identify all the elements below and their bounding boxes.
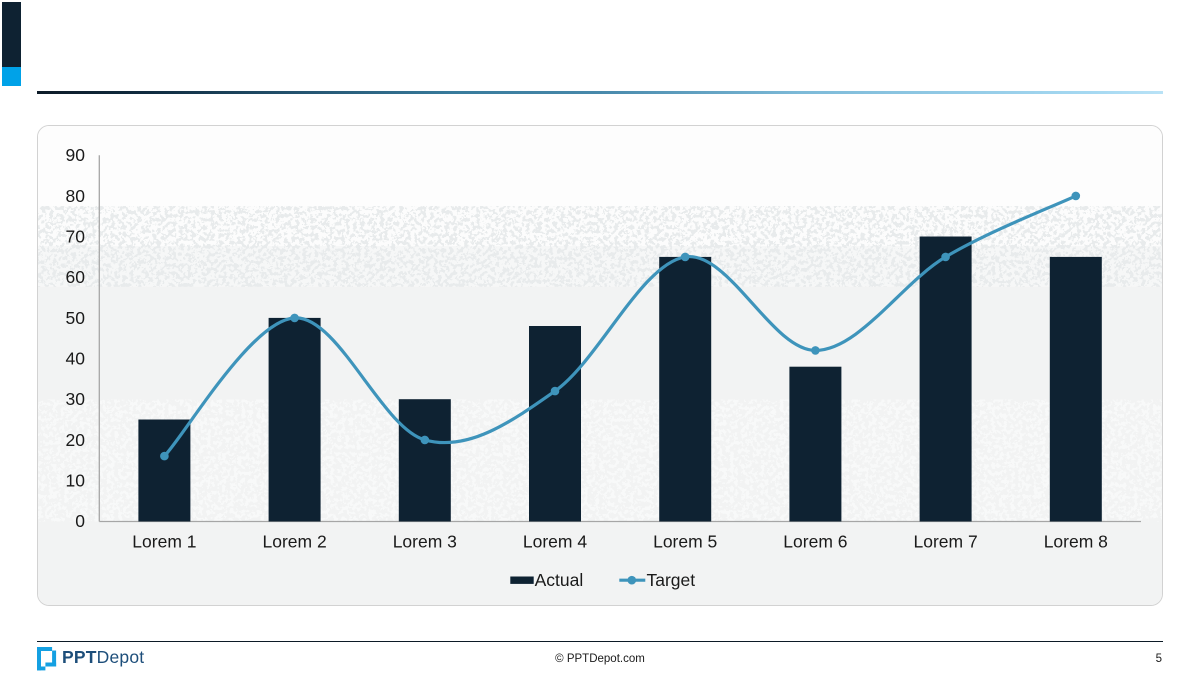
svg-text:70: 70: [66, 226, 86, 246]
svg-text:60: 60: [66, 267, 86, 287]
svg-text:80: 80: [66, 185, 86, 205]
svg-text:40: 40: [66, 348, 86, 368]
svg-text:90: 90: [66, 145, 86, 165]
svg-text:0: 0: [75, 511, 85, 531]
svg-text:10: 10: [66, 470, 86, 490]
svg-text:50: 50: [66, 307, 86, 327]
svg-text:Lorem 2: Lorem 2: [262, 531, 326, 551]
svg-text:30: 30: [66, 389, 86, 409]
svg-text:Actual: Actual: [535, 570, 584, 590]
svg-text:Lorem 4: Lorem 4: [523, 531, 587, 551]
svg-text:Lorem 6: Lorem 6: [783, 531, 847, 551]
svg-text:Lorem 8: Lorem 8: [1044, 531, 1108, 551]
svg-text:Lorem 1: Lorem 1: [132, 531, 196, 551]
svg-text:20: 20: [66, 429, 86, 449]
svg-text:Target: Target: [647, 570, 696, 590]
svg-text:Lorem 3: Lorem 3: [393, 531, 457, 551]
svg-text:Lorem 5: Lorem 5: [653, 531, 717, 551]
svg-text:Lorem 7: Lorem 7: [913, 531, 977, 551]
